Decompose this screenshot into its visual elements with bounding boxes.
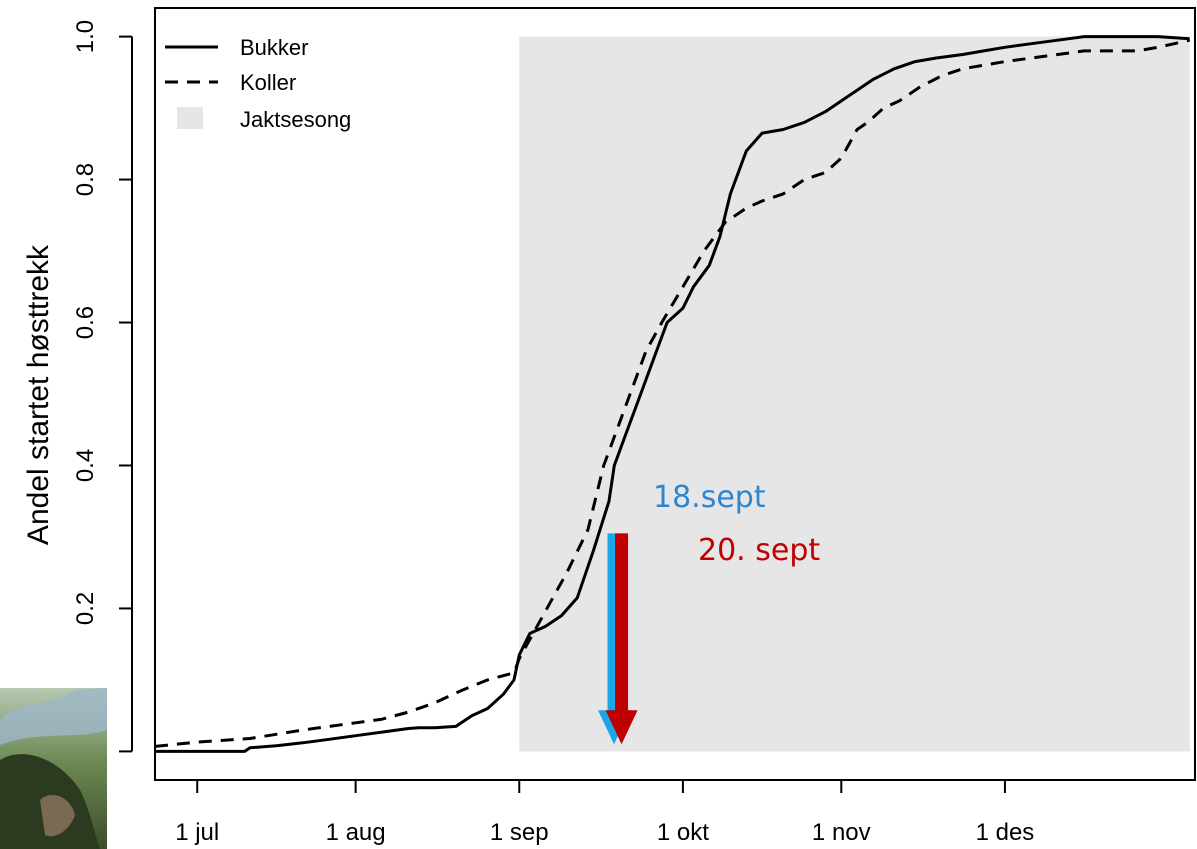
x-tick-label: 1 nov <box>812 819 871 846</box>
x-tick-label: 1 aug <box>326 819 386 846</box>
y-tick-label: 0.4 <box>72 449 99 482</box>
y-tick-label: 0.8 <box>72 163 99 196</box>
annotation-label-18-sept: 18.sept <box>653 480 766 515</box>
y-tick-label: 0.2 <box>72 592 99 625</box>
series-line-bukker <box>155 35 1190 753</box>
y-tick-label: 0.6 <box>72 306 99 339</box>
arrow-20-sept <box>605 533 638 745</box>
series-line-koller <box>154 38 1191 748</box>
x-tick-label: 1 jul <box>175 819 219 846</box>
legend-swatch-jaktsesong <box>177 107 203 129</box>
photo-sky <box>0 688 107 745</box>
legend-label-jaktsesong: Jaktsesong <box>240 107 351 132</box>
x-tick-label: 1 sep <box>490 819 549 846</box>
photo-thumbnail <box>0 688 107 849</box>
x-tick-label: 1 des <box>976 819 1035 846</box>
legend-label-bukker: Bukker <box>240 35 308 60</box>
y-tick-label: 1.0 <box>72 20 99 53</box>
x-tick-label: 1 okt <box>657 819 709 846</box>
arrow-18-sept <box>598 533 631 745</box>
annotation-label-20-sept: 20. sept <box>698 533 820 568</box>
y-axis-title: Andel startet høsttrekk <box>22 244 55 545</box>
photo-detail <box>40 795 75 837</box>
legend-label-koller: Koller <box>240 70 296 95</box>
